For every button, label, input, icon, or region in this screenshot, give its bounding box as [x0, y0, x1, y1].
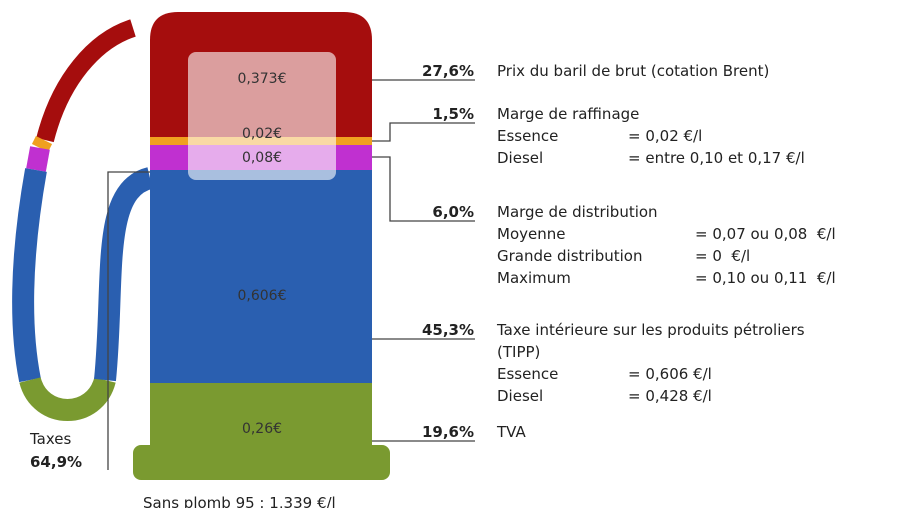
title: TVA [496, 423, 526, 441]
title: Marge de raffinage [497, 105, 639, 123]
hose-orange [31, 135, 53, 153]
detail-name: Essence [497, 365, 558, 383]
percent: 19,6% [422, 423, 474, 441]
segment-value: 0,606€ [238, 288, 287, 304]
percent: 45,3% [422, 321, 474, 339]
hose-red [36, 19, 137, 143]
hose-magenta [26, 146, 50, 172]
taxes-label: Taxes [29, 430, 72, 448]
segment-tipp [150, 170, 372, 383]
segment-value: 0,08€ [242, 150, 282, 166]
detail-name: Essence [497, 127, 558, 145]
detail-value: = 0,428 €/l [628, 387, 712, 405]
hose-blue-left [12, 168, 47, 383]
footer: Sans plomb 95 : 1,339 €/l [143, 494, 336, 508]
connector [372, 156, 475, 222]
percent: 27,6% [422, 62, 474, 80]
taxes-percent: 64,9% [30, 453, 82, 471]
hose-blue-right [94, 167, 154, 382]
percent: 6,0% [432, 203, 474, 221]
segment-value: 0,02€ [242, 126, 282, 142]
taxes-bracket [107, 171, 150, 470]
detail-name: Diesel [497, 149, 543, 167]
connector [372, 122, 475, 142]
title: Marge de distribution [497, 203, 658, 221]
pump-base [133, 445, 390, 480]
title: Prix du baril de brut (cotation Brent) [497, 62, 769, 80]
detail-value: = entre 0,10 et 0,17 €/l [628, 149, 805, 167]
pump-window [188, 52, 336, 180]
detail-value: = 0,02 €/l [628, 127, 702, 145]
detail-name: Moyenne [497, 225, 565, 243]
detail-value: = 0,07 ou 0,08 €/l [695, 225, 836, 243]
detail-value: = 0,10 ou 0,11 €/l [695, 269, 836, 287]
detail-name: Diesel [497, 387, 543, 405]
detail-name: Maximum [497, 269, 571, 287]
segment-value: 0,373€ [238, 71, 287, 87]
detail-value: = 0 €/l [695, 247, 750, 265]
hose-green [19, 376, 116, 421]
percent: 1,5% [432, 105, 474, 123]
segment-value: 0,26€ [242, 421, 282, 437]
detail-name: Grande distribution [497, 247, 643, 265]
segment-tva [150, 383, 372, 448]
title: Taxe intérieure sur les produits pétroli… [496, 321, 805, 339]
detail-value: = 0,606 €/l [628, 365, 712, 383]
subtitle: (TIPP) [497, 343, 540, 361]
